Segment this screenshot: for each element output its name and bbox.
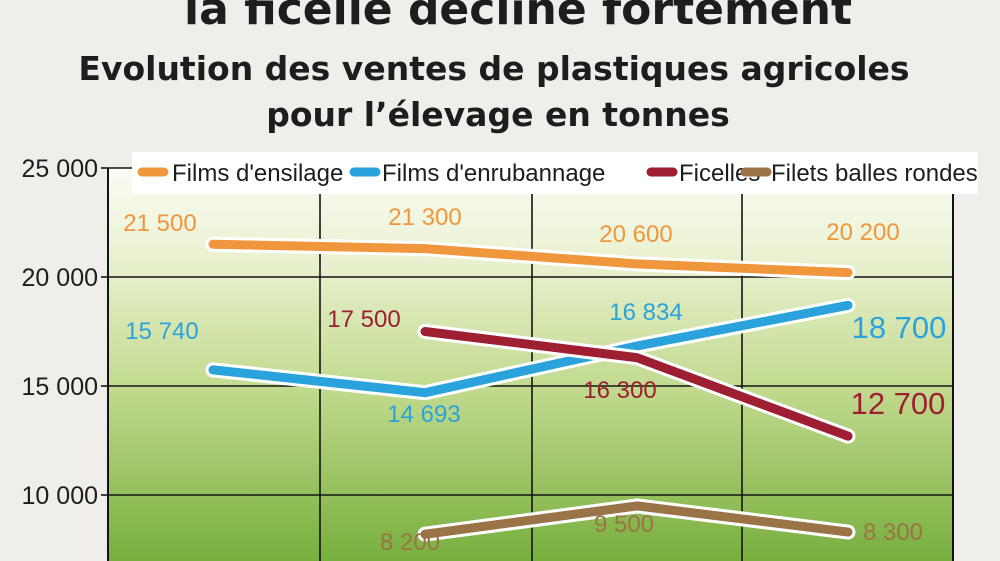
legend-box xyxy=(132,152,978,194)
data-label: 18 700 xyxy=(852,310,947,345)
data-label: 16 834 xyxy=(609,299,682,326)
y-tick-label: 20 000 xyxy=(22,264,98,292)
data-label: 16 300 xyxy=(583,377,656,404)
data-label: 21 300 xyxy=(388,204,461,231)
series-line xyxy=(420,501,853,539)
data-label: 8 300 xyxy=(863,519,923,546)
legend: Films d'ensilage Films d'enrubannage Ficel… xyxy=(137,160,978,187)
data-label: 9 500 xyxy=(594,511,654,538)
y-axis: 25 000 20 000 15 000 10 000 xyxy=(22,155,108,510)
series-line xyxy=(208,300,853,398)
legend-label: Filets balles rondes xyxy=(771,160,978,187)
data-label: 21 500 xyxy=(123,210,196,237)
data-label: 12 700 xyxy=(851,386,946,421)
series-line xyxy=(208,239,853,278)
data-label: 8 200 xyxy=(380,529,440,556)
chart-title: la ficelle décline fortement xyxy=(184,0,852,35)
series-lines xyxy=(205,236,856,542)
data-label: 20 600 xyxy=(599,221,672,248)
legend-label: Films d'ensilage xyxy=(172,160,343,187)
y-tick-label: 10 000 xyxy=(22,482,98,510)
data-label: 14 693 xyxy=(387,401,460,428)
y-tick-label: 15 000 xyxy=(22,373,98,401)
y-tick-label: 25 000 xyxy=(22,155,98,183)
data-label: 20 200 xyxy=(826,219,899,246)
data-labels: 21 500 21 300 20 600 20 200 15 740 14 693 16 8… xyxy=(123,204,946,556)
legend-label: Films d'enrubannage xyxy=(382,160,605,187)
series-line xyxy=(420,327,853,441)
chart-subtitle-line-1: Evolution des ventes de plastiques agric… xyxy=(78,49,909,88)
chart-subtitle-line-2: pour l’élevage en tonnes xyxy=(266,95,730,134)
data-label: 15 740 xyxy=(125,318,198,345)
data-label: 17 500 xyxy=(327,306,400,333)
